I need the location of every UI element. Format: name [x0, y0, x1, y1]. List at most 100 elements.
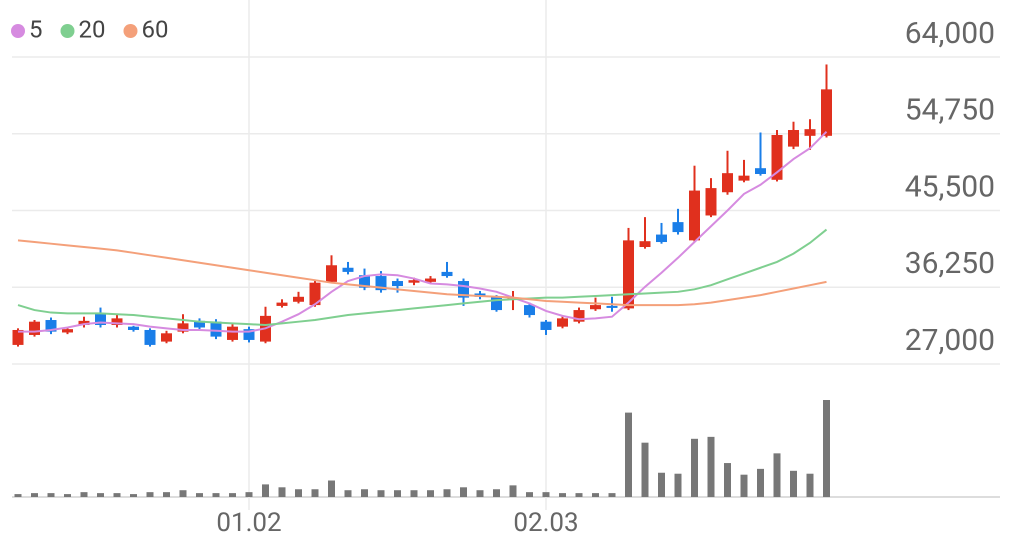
y-tick-label: 45,500	[905, 169, 995, 204]
volume-bar	[806, 473, 814, 497]
candle-body	[705, 188, 717, 216]
volume-bar	[47, 493, 55, 497]
volume-bar	[476, 490, 484, 497]
volume-bar	[179, 490, 187, 497]
volume-bar	[196, 493, 203, 497]
candle-body	[804, 129, 816, 136]
volume-bar	[493, 489, 500, 497]
candle-body	[276, 302, 288, 306]
volume-bar	[542, 492, 550, 497]
volume-bar	[64, 494, 71, 497]
candle-body	[689, 190, 700, 241]
legend-label: 5	[29, 15, 43, 43]
candle-body	[375, 276, 387, 291]
candle-body	[491, 296, 502, 311]
y-tick-label: 54,750	[905, 93, 995, 128]
candle-body	[540, 321, 552, 330]
volume-bar	[328, 480, 335, 497]
candle-body	[177, 323, 189, 332]
x-tick-label: 01.02	[216, 508, 281, 538]
candle-body	[62, 329, 73, 333]
volume-bar	[113, 493, 121, 497]
candle-body	[771, 134, 783, 180]
candle-body	[45, 320, 57, 332]
moving-average-line	[17, 228, 828, 327]
legend-label: 60	[141, 15, 168, 43]
candle-body	[161, 333, 172, 342]
volume-bar	[823, 400, 830, 497]
volume-bar	[377, 490, 385, 497]
candle-body	[392, 281, 403, 287]
candle-body	[672, 222, 684, 233]
candle-body	[12, 329, 24, 345]
volume-bar	[229, 493, 236, 497]
volume-bar	[212, 493, 220, 497]
volume-bar	[608, 493, 616, 497]
volume-bar	[80, 492, 88, 497]
candle-body	[441, 271, 453, 277]
candle-body	[573, 310, 585, 322]
candle-body	[738, 175, 750, 181]
legend-dot	[123, 24, 138, 38]
y-tick-label: 64,000	[905, 16, 995, 51]
candle-body	[788, 130, 799, 147]
volume-bar	[790, 470, 797, 497]
candle-body	[606, 305, 618, 308]
candle-body	[590, 305, 601, 310]
candle-body	[425, 278, 436, 282]
candle-body	[326, 265, 337, 282]
volume-bar	[130, 494, 137, 497]
candle-body	[227, 326, 238, 340]
candle-body	[755, 168, 766, 174]
candle-body	[309, 282, 321, 306]
candle-body	[722, 173, 733, 193]
candle-body	[557, 318, 568, 327]
volume-bar	[724, 463, 731, 497]
candle-body	[408, 280, 420, 283]
candle-body	[524, 305, 535, 316]
volume-bar	[625, 412, 632, 497]
volume-bar	[245, 492, 253, 497]
candle-body	[623, 240, 634, 309]
volume-bar	[311, 489, 319, 497]
candle-body	[243, 329, 255, 340]
volume-bar	[526, 492, 533, 497]
candle-body	[656, 234, 667, 243]
volume-bar	[394, 490, 401, 497]
volume-bar	[344, 490, 352, 497]
legend-label: 20	[79, 15, 106, 43]
volume-bar	[641, 442, 649, 497]
candle-body	[128, 326, 139, 330]
volume-bar	[757, 468, 764, 497]
candle-body	[194, 320, 205, 328]
candle-body	[342, 267, 354, 272]
volume-bar	[163, 492, 170, 497]
volume-bar	[410, 490, 418, 497]
volume-bar	[31, 493, 38, 497]
legend-dot	[60, 24, 75, 38]
volume-bar	[14, 494, 22, 497]
candle-body	[210, 321, 222, 337]
candle-body	[78, 320, 90, 326]
volume-bar	[509, 485, 517, 497]
moving-average-line	[17, 239, 827, 307]
volume-bar	[707, 436, 715, 497]
volume-bar	[295, 489, 302, 497]
volume-bar	[658, 472, 665, 497]
volume-bar	[427, 490, 434, 497]
volume-bar	[674, 473, 682, 497]
moving-average-line	[18, 130, 828, 333]
y-tick-label: 27,000	[905, 323, 995, 358]
candle-body	[293, 296, 304, 302]
volume-bar	[740, 474, 748, 497]
x-tick-label: 02.03	[513, 508, 578, 538]
candle-body	[111, 318, 123, 326]
candle-body	[821, 89, 832, 136]
y-tick-label: 36,250	[905, 246, 995, 281]
volume-bar	[278, 487, 286, 497]
candle-body	[144, 329, 156, 345]
volume-bar	[559, 493, 566, 497]
candle-body	[639, 241, 651, 248]
volume-bar	[575, 493, 583, 497]
